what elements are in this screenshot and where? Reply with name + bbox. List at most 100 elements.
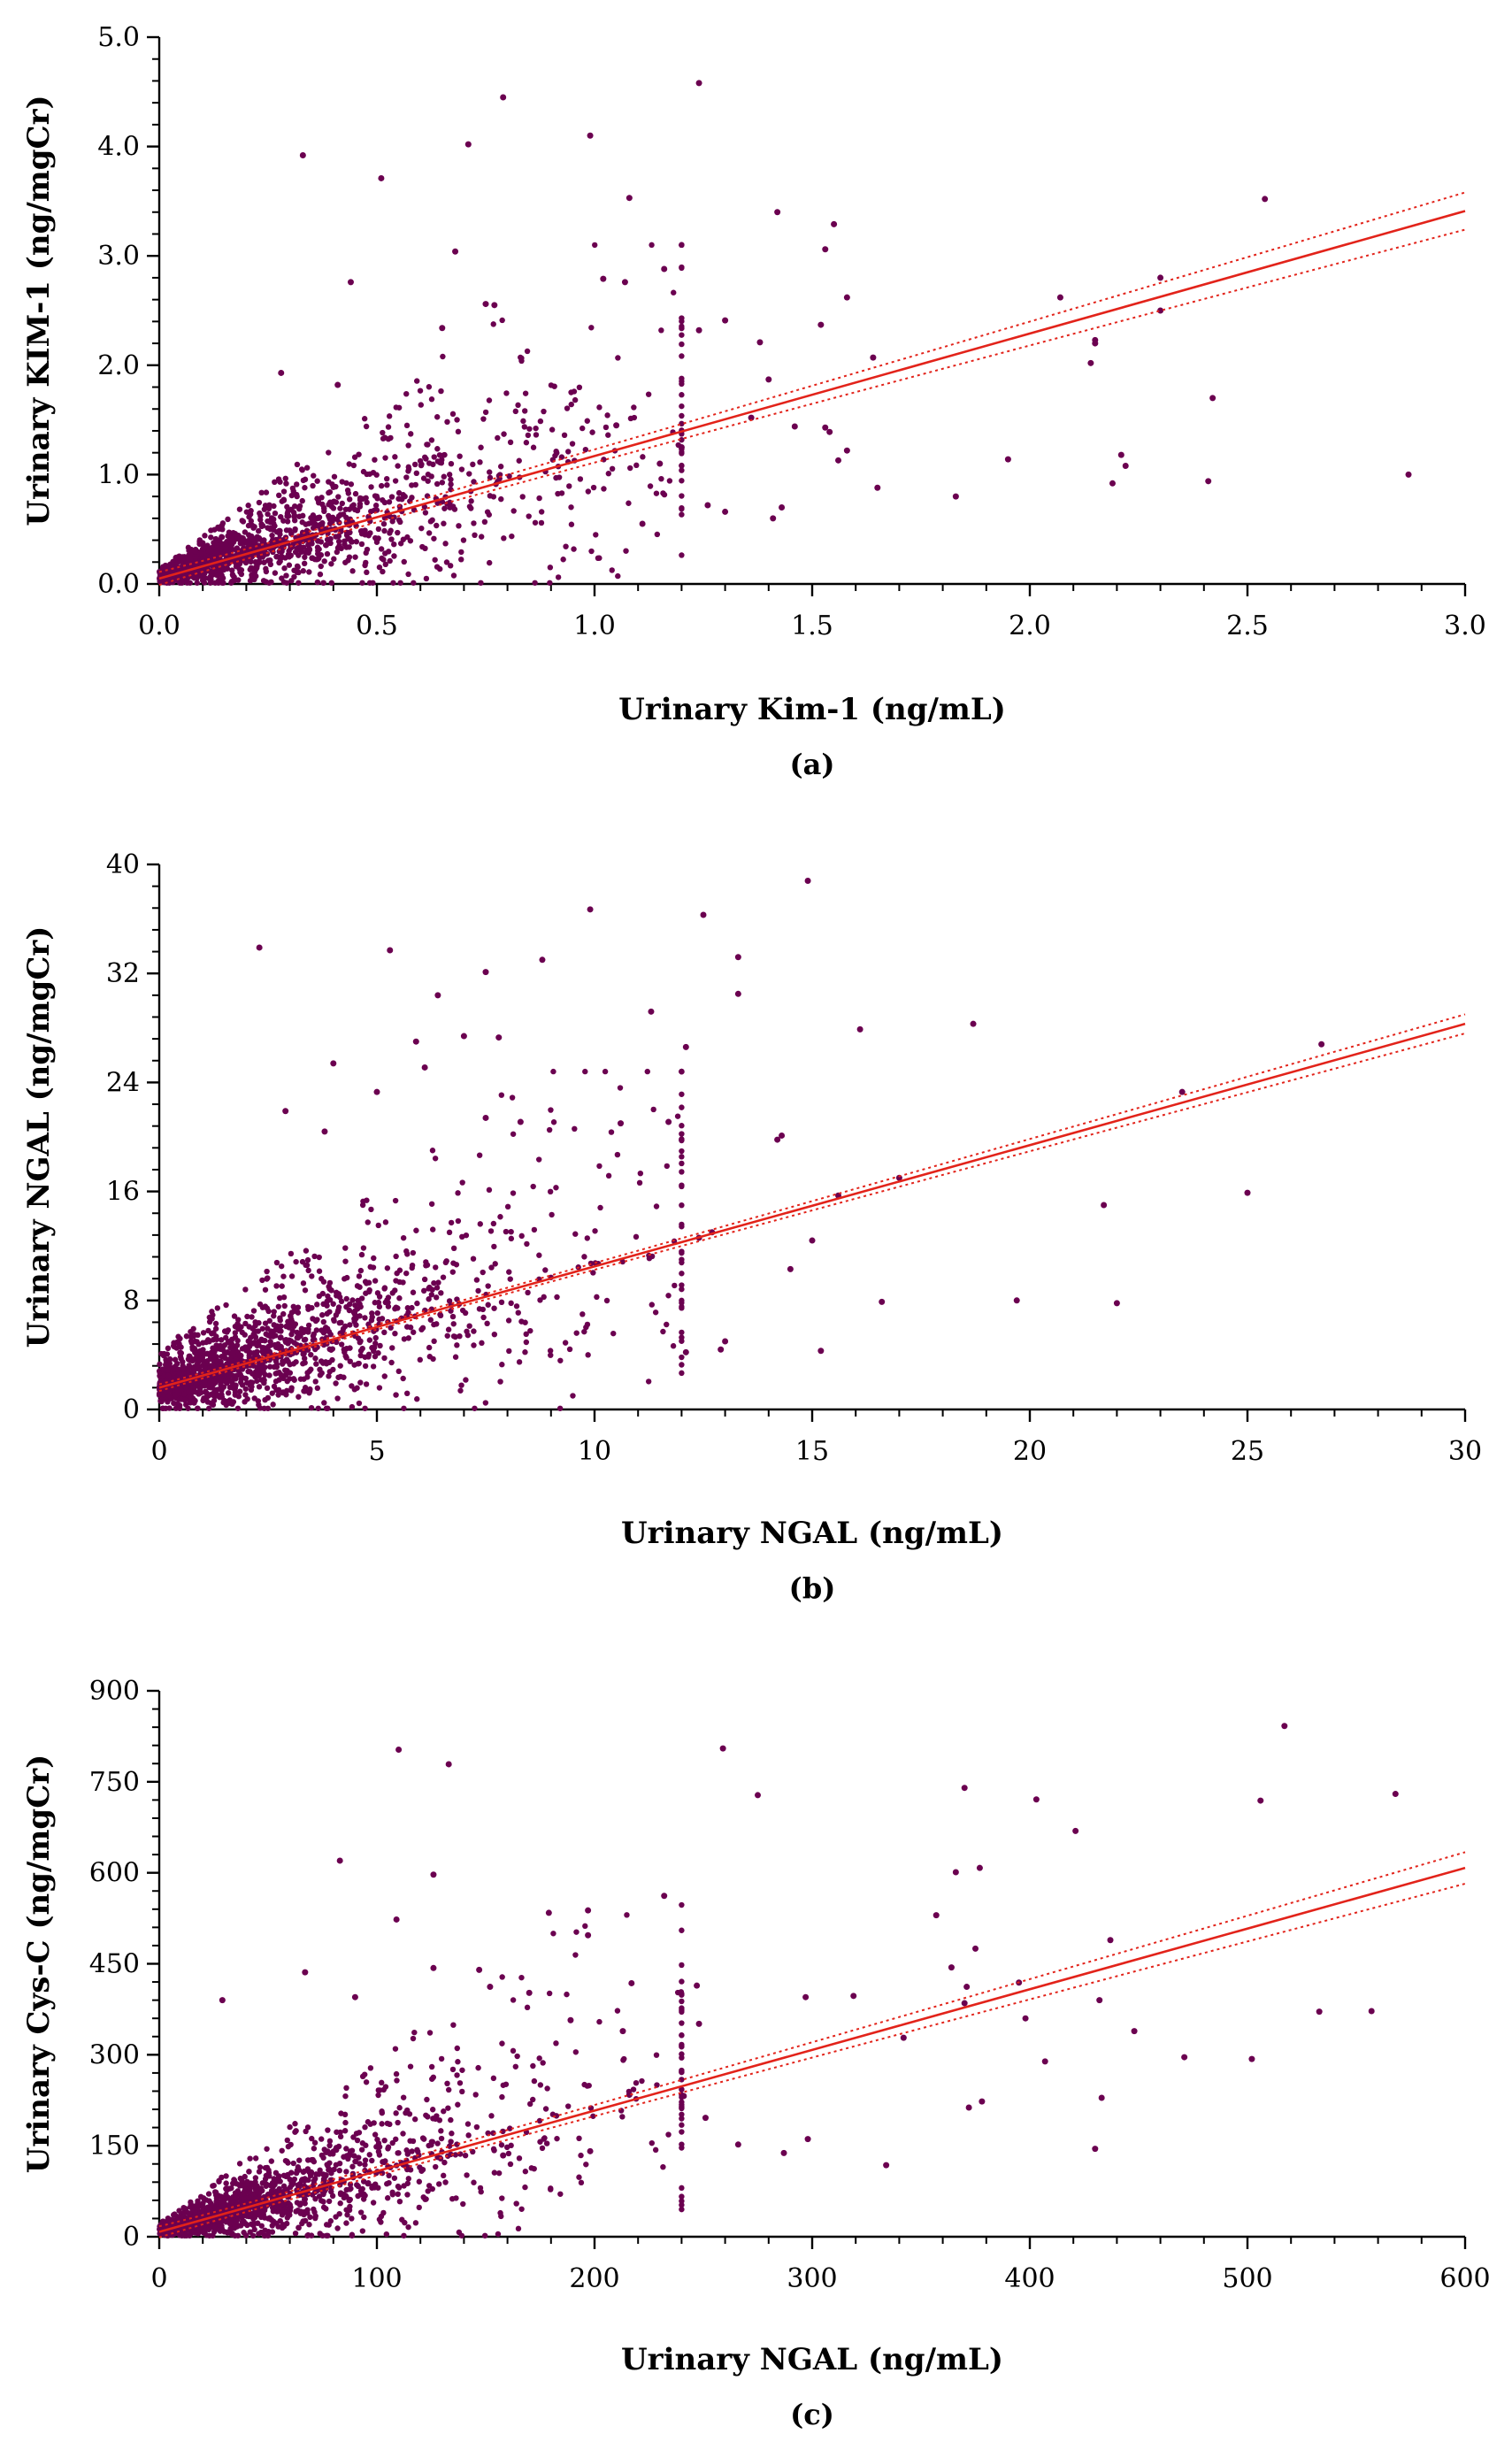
data-point — [275, 1386, 282, 1394]
data-point — [342, 2128, 349, 2134]
data-point — [674, 1113, 681, 1119]
data-point — [581, 1254, 587, 1260]
data-point — [308, 515, 314, 521]
data-point — [471, 520, 477, 526]
data-point — [279, 575, 285, 581]
data-point — [298, 466, 305, 472]
data-point — [516, 2155, 523, 2162]
data-point — [499, 1362, 505, 1368]
data-point — [487, 493, 494, 499]
data-point — [426, 2183, 433, 2189]
data-point — [319, 501, 326, 508]
data-point — [299, 151, 306, 158]
data-point — [265, 1394, 272, 1401]
data-point — [756, 339, 764, 346]
data-point — [660, 490, 666, 496]
data-point — [734, 954, 741, 961]
data-point — [654, 531, 661, 538]
data-point — [428, 396, 435, 403]
data-point — [515, 1309, 521, 1316]
data-point — [679, 264, 685, 271]
data-point — [755, 1792, 761, 1799]
data-point — [452, 248, 459, 255]
data-point — [290, 1303, 296, 1310]
data-point — [188, 2199, 194, 2206]
data-point — [441, 520, 447, 526]
data-point — [202, 533, 208, 539]
data-point — [375, 2092, 381, 2099]
data-point — [448, 2139, 454, 2145]
data-point — [257, 510, 263, 517]
data-point — [438, 2128, 444, 2134]
data-point — [425, 2188, 431, 2194]
data-point — [334, 1339, 340, 1346]
data-point — [297, 545, 304, 552]
data-point — [477, 459, 483, 465]
data-point — [588, 325, 595, 331]
data-point — [403, 474, 410, 480]
data-point — [175, 1333, 181, 1340]
data-point — [242, 1386, 249, 1392]
data-point — [679, 1131, 685, 1137]
data-point — [679, 1249, 685, 1256]
data-point — [211, 1357, 218, 1363]
data-point — [565, 2103, 572, 2109]
data-point — [533, 432, 540, 438]
data-point — [206, 1381, 212, 1387]
data-point — [503, 1228, 510, 1235]
data-point — [459, 1179, 465, 1186]
data-point — [530, 1183, 536, 1190]
data-point — [509, 533, 515, 540]
data-point — [582, 446, 589, 453]
data-point — [288, 578, 295, 584]
x-tick-label: 200 — [569, 2263, 619, 2294]
data-point — [402, 493, 408, 500]
data-point — [498, 1092, 505, 1098]
data-point — [291, 1323, 297, 1330]
data-point — [194, 1339, 200, 1345]
data-point — [280, 518, 287, 524]
data-point — [508, 1235, 515, 1242]
data-point — [407, 498, 413, 504]
data-point — [679, 467, 685, 473]
data-point — [372, 1278, 379, 1284]
data-point — [389, 518, 395, 525]
x-tick-label: 20 — [1013, 1436, 1047, 1467]
data-point — [648, 1008, 655, 1015]
data-point — [333, 2162, 340, 2168]
data-point — [387, 557, 393, 564]
data-point — [671, 289, 677, 296]
data-point — [342, 2111, 349, 2118]
data-point — [396, 1295, 403, 1302]
data-point — [376, 2144, 383, 2150]
x-tick-label: 1.0 — [573, 610, 616, 641]
data-point — [614, 2008, 621, 2014]
data-point — [1157, 307, 1164, 314]
data-point — [438, 1290, 444, 1296]
data-point — [236, 2161, 243, 2167]
data-point — [557, 1357, 564, 1363]
data-point — [585, 1352, 591, 1358]
data-point — [453, 2195, 459, 2201]
data-point — [650, 1106, 656, 1113]
data-point — [183, 1333, 190, 1340]
data-point — [679, 2201, 685, 2208]
y-tick-label: 900 — [89, 1676, 140, 1707]
data-point — [256, 527, 262, 534]
data-point — [381, 1286, 388, 1292]
data-point — [306, 569, 312, 575]
data-point — [314, 550, 321, 557]
data-point — [259, 523, 266, 529]
data-point — [295, 1394, 302, 1400]
data-point — [323, 541, 329, 549]
data-point — [352, 2158, 358, 2165]
data-point — [527, 2100, 533, 2108]
data-point — [526, 513, 532, 519]
data-point — [1096, 1997, 1103, 2004]
data-point — [278, 513, 284, 520]
data-point — [408, 431, 414, 437]
data-point — [203, 1339, 210, 1346]
data-point — [442, 2179, 449, 2185]
data-point — [428, 1201, 435, 1207]
data-point — [530, 2096, 536, 2103]
